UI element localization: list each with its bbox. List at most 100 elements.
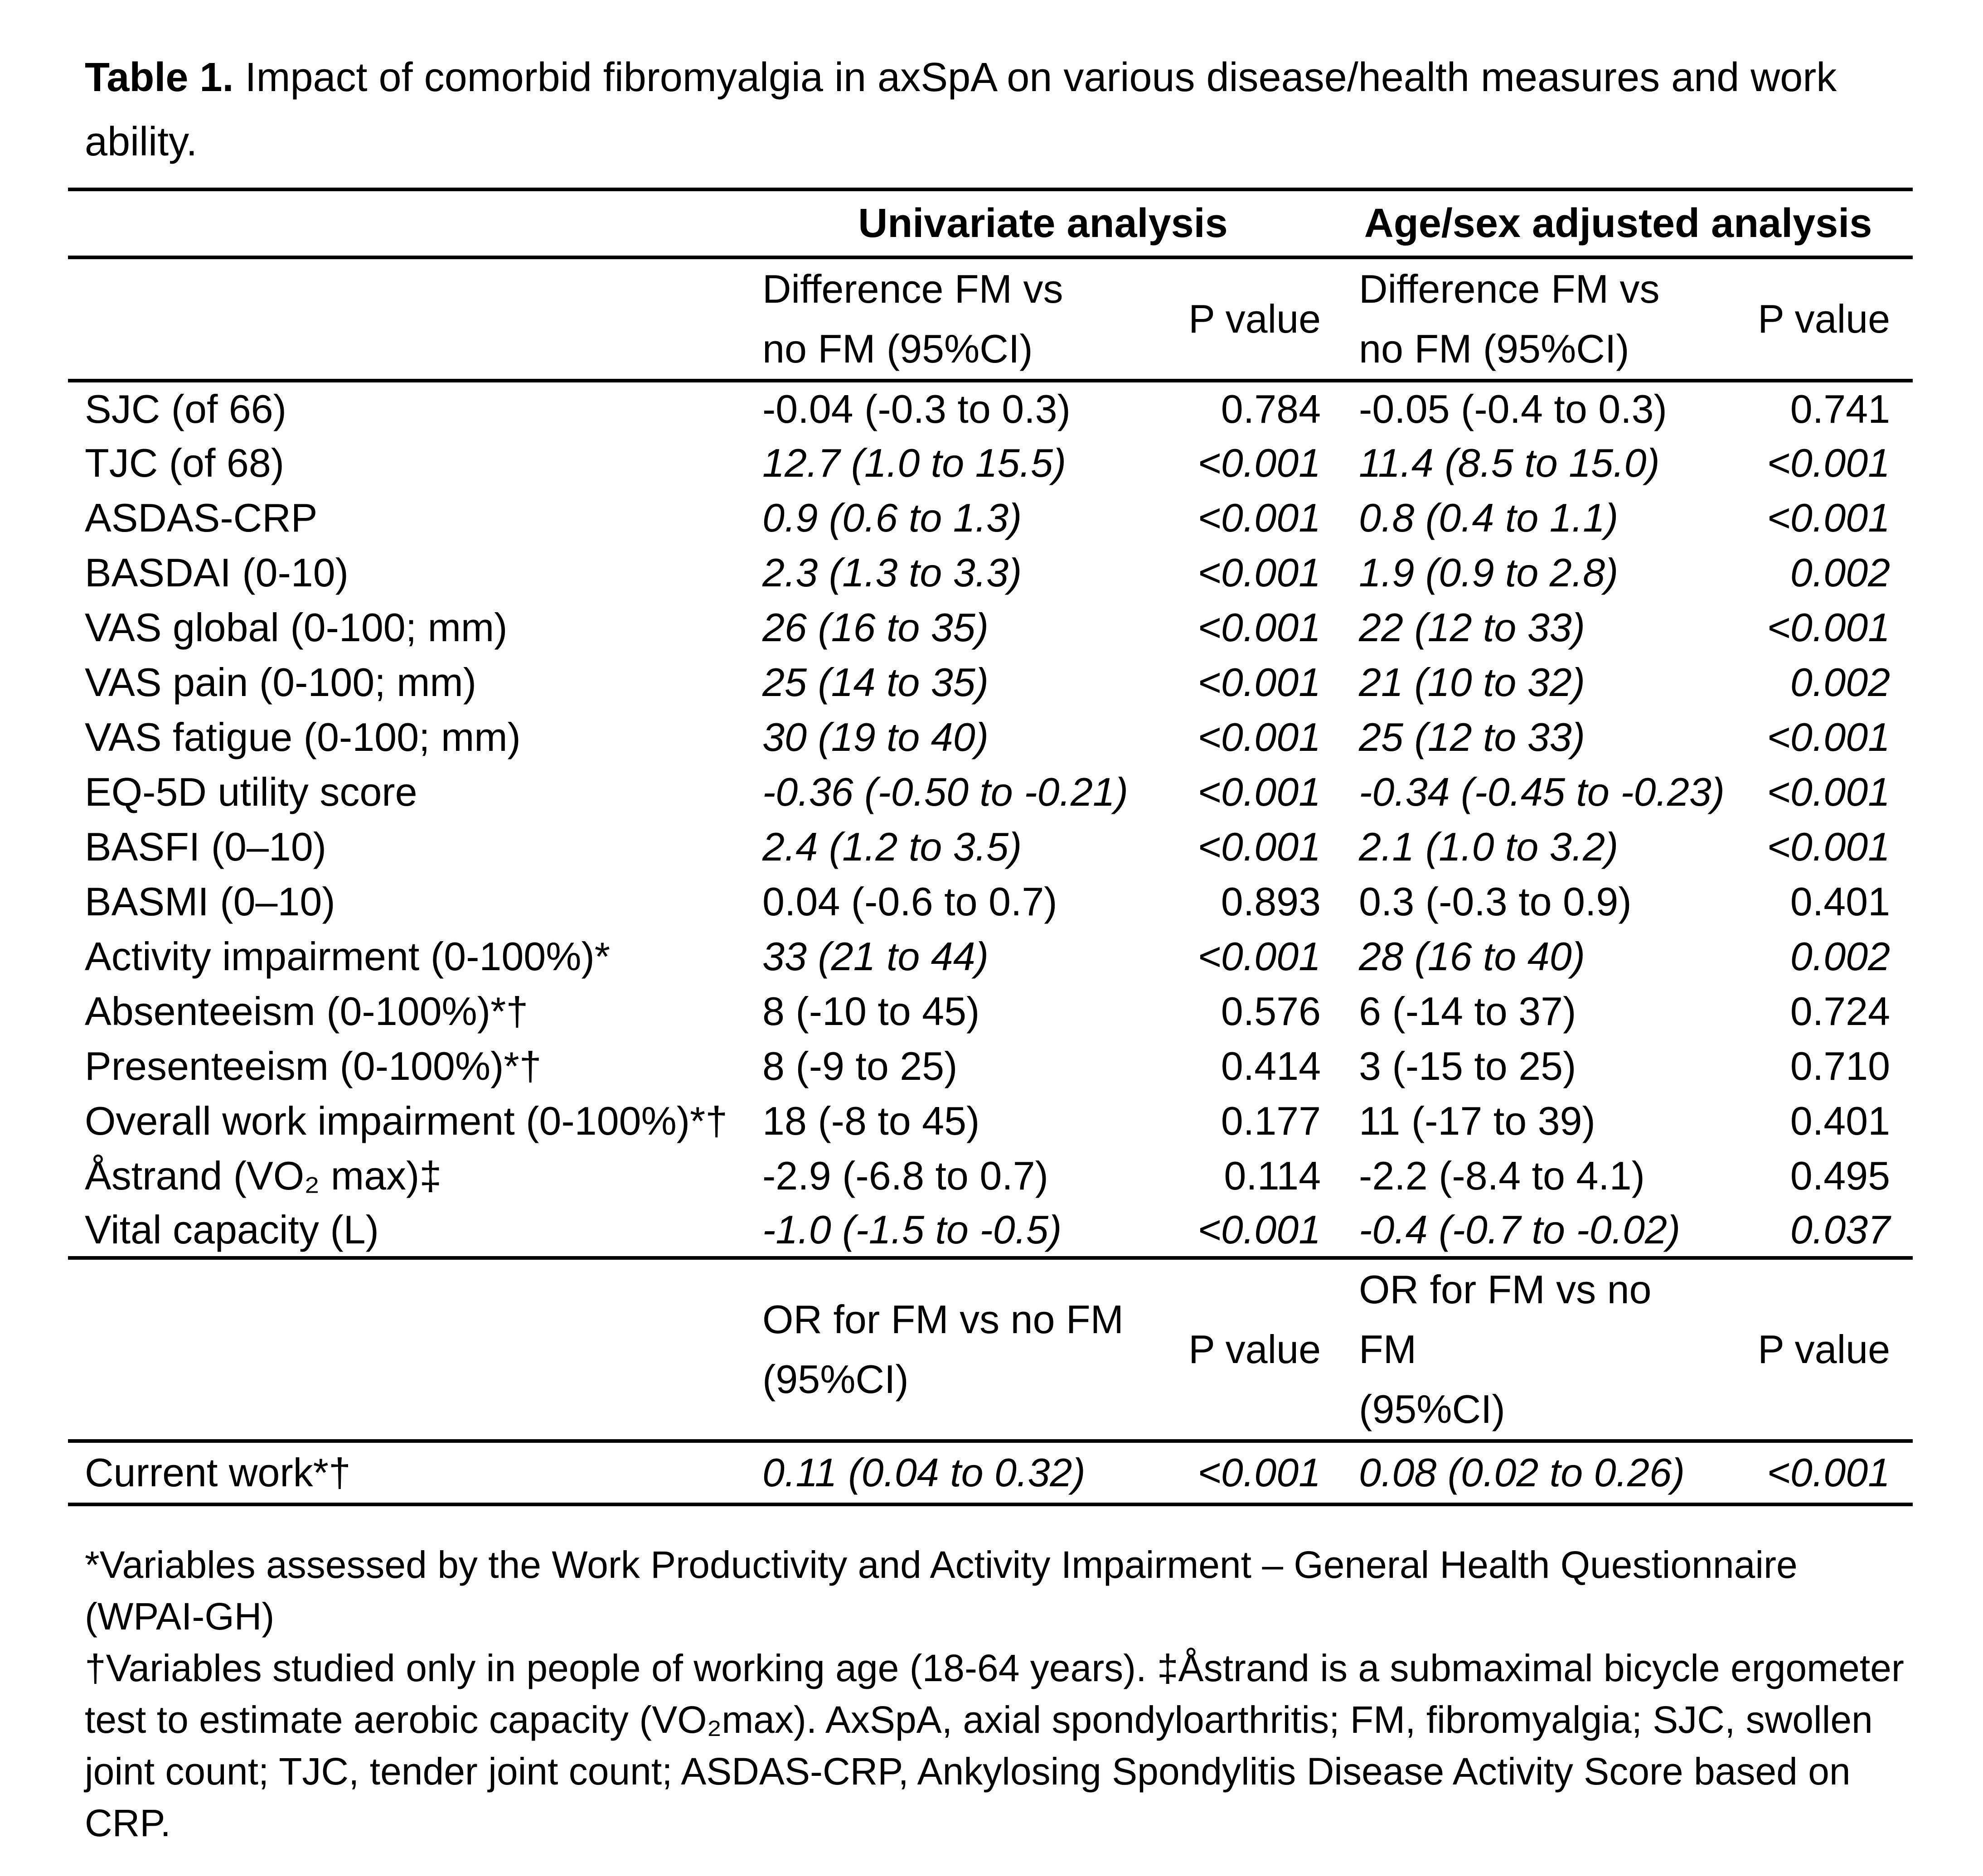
cell-diff-adjusted: 3 (-15 to 25): [1359, 1043, 1576, 1088]
cell-p-adjusted: <0.001: [1767, 1450, 1891, 1495]
table-row: VAS fatigue (0-100; mm) 30 (19 to 40) <0…: [68, 710, 1913, 764]
cell-diff-adjusted: 22 (12 to 33): [1359, 604, 1585, 650]
row-label: Presenteeism (0-100%)*†: [85, 1043, 542, 1088]
cell-p-adjusted: <0.001: [1767, 604, 1891, 650]
cell-p-adjusted: 0.002: [1790, 550, 1891, 595]
cell-diff-univariate: 33 (21 to 44): [762, 933, 989, 979]
cell-p-univariate: 0.784: [1221, 386, 1321, 431]
cell-p-univariate: 0.114: [1224, 1153, 1321, 1198]
cell-p-univariate: 0.177: [1221, 1098, 1321, 1143]
table-row: Vital capacity (L) -1.0 (-1.5 to -0.5) <…: [68, 1203, 1913, 1258]
cell-p-univariate: <0.001: [1198, 714, 1321, 759]
cell-p-adjusted: 0.401: [1790, 879, 1891, 924]
or-header-adjusted-line1: OR for FM vs no FM: [1359, 1267, 1652, 1372]
footnotes: *Variables assessed by the Work Producti…: [85, 1539, 1914, 1849]
table-row: Activity impairment (0-100%)* 33 (21 to …: [68, 929, 1913, 984]
column-header-diff-adjusted-line1: Difference FM vs: [1359, 266, 1660, 311]
footnote-paragraph-2: †Variables studied only in people of wor…: [85, 1647, 1904, 1844]
or-header-spacer: [68, 1258, 762, 1441]
cell-diff-univariate: 26 (16 to 35): [762, 604, 989, 650]
row-label: TJC (of 68): [85, 440, 285, 485]
cell-p-adjusted: <0.001: [1767, 440, 1891, 485]
cell-p-univariate: <0.001: [1198, 1450, 1321, 1495]
cell-diff-adjusted: 25 (12 to 33): [1359, 714, 1585, 759]
row-label: BASDAI (0-10): [85, 550, 349, 595]
cell-p-univariate: <0.001: [1198, 550, 1321, 595]
or-header-univariate-line1: OR for FM vs no FM: [762, 1297, 1124, 1342]
or-header-univariate-line2: (95%CI): [762, 1357, 909, 1402]
cell-p-univariate: <0.001: [1198, 604, 1321, 650]
cell-p-adjusted: <0.001: [1767, 495, 1891, 540]
cell-or-adjusted: 0.08 (0.02 to 0.26): [1359, 1450, 1685, 1495]
table-row: BASFI (0–10) 2.4 (1.2 to 3.5) <0.001 2.1…: [68, 819, 1913, 874]
cell-diff-univariate: 2.4 (1.2 to 3.5): [762, 824, 1022, 869]
row-label: VAS global (0-100; mm): [85, 604, 508, 650]
cell-diff-adjusted: 1.9 (0.9 to 2.8): [1359, 550, 1619, 595]
table-row: BASDAI (0-10) 2.3 (1.3 to 3.3) <0.001 1.…: [68, 545, 1913, 600]
cell-diff-adjusted: 0.8 (0.4 to 1.1): [1359, 495, 1619, 540]
table-row-current-work: Current work*† 0.11 (0.04 to 0.32) <0.00…: [68, 1441, 1913, 1504]
row-label: SJC (of 66): [85, 386, 287, 431]
cell-diff-univariate: 25 (14 to 35): [762, 659, 989, 705]
row-label: Overall work impairment (0-100%)*†: [85, 1098, 728, 1143]
cell-diff-adjusted: -0.4 (-0.7 to -0.02): [1359, 1207, 1681, 1252]
row-label: Åstrand (VO₂ max)‡: [85, 1153, 442, 1198]
row-label: ASDAS-CRP: [85, 495, 318, 540]
table-row: Overall work impairment (0-100%)*† 18 (-…: [68, 1093, 1913, 1148]
table-row: VAS pain (0-100; mm) 25 (14 to 35) <0.00…: [68, 655, 1913, 710]
column-header-diff-adjusted: Difference FM vs no FM (95%CI): [1324, 257, 1713, 381]
row-label: VAS fatigue (0-100; mm): [85, 714, 521, 759]
row-label: EQ-5D utility score: [85, 769, 417, 814]
table-row: SJC (of 66) -0.04 (-0.3 to 0.3) 0.784 -0…: [68, 381, 1913, 435]
group-header-spacer: [68, 189, 762, 257]
cell-p-univariate: <0.001: [1198, 933, 1321, 979]
or-header-p-adjusted: P value: [1758, 1327, 1891, 1372]
cell-p-adjusted: 0.002: [1790, 933, 1891, 979]
cell-diff-adjusted: 6 (-14 to 37): [1359, 988, 1576, 1034]
footnote-line-1: *Variables assessed by the Work Producti…: [85, 1543, 1798, 1638]
table-title-label: Table 1.: [85, 55, 234, 100]
cell-diff-univariate: 18 (-8 to 45): [762, 1098, 980, 1143]
row-label: Vital capacity (L): [85, 1207, 379, 1252]
row-label: Absenteeism (0-100%)*†: [85, 988, 528, 1034]
cell-diff-univariate: 30 (19 to 40): [762, 714, 989, 759]
cell-p-univariate: 0.893: [1221, 879, 1321, 924]
table-row: EQ-5D utility score -0.36 (-0.50 to -0.2…: [68, 764, 1913, 819]
table-row: Åstrand (VO₂ max)‡ -2.9 (-6.8 to 0.7) 0.…: [68, 1148, 1913, 1203]
cell-p-adjusted: 0.741: [1790, 386, 1891, 431]
table-row: Absenteeism (0-100%)*† 8 (-10 to 45) 0.5…: [68, 984, 1913, 1039]
row-label: BASFI (0–10): [85, 824, 327, 869]
table-row: Presenteeism (0-100%)*† 8 (-9 to 25) 0.4…: [68, 1039, 1913, 1093]
cell-diff-univariate: 8 (-10 to 45): [762, 988, 980, 1034]
cell-p-univariate: <0.001: [1198, 824, 1321, 869]
column-header-spacer: [68, 257, 762, 381]
cell-p-adjusted: 0.037: [1790, 1207, 1891, 1252]
cell-p-univariate: <0.001: [1198, 440, 1321, 485]
table-title-text: Impact of comorbid fibromyalgia in axSpA…: [85, 55, 1837, 164]
row-label: Activity impairment (0-100%)*: [85, 933, 610, 979]
column-header-diff-univariate-line2: no FM (95%CI): [762, 326, 1033, 371]
cell-diff-univariate: 2.3 (1.3 to 3.3): [762, 550, 1022, 595]
cell-diff-univariate: 12.7 (1.0 to 15.5): [762, 440, 1067, 485]
row-label: Current work*†: [85, 1450, 351, 1495]
cell-p-adjusted: <0.001: [1767, 824, 1891, 869]
row-label: BASMI (0–10): [85, 879, 335, 924]
column-header-diff-adjusted-line2: no FM (95%CI): [1359, 326, 1629, 371]
cell-p-adjusted: 0.002: [1790, 659, 1891, 705]
cell-diff-adjusted: 21 (10 to 32): [1359, 659, 1585, 705]
cell-p-adjusted: 0.401: [1790, 1098, 1891, 1143]
column-header-diff-univariate: Difference FM vs no FM (95%CI): [762, 257, 1152, 381]
cell-p-univariate: 0.576: [1221, 988, 1321, 1034]
or-header-row: OR for FM vs no FM (95%CI) P value OR fo…: [68, 1258, 1913, 1441]
cell-diff-adjusted: 28 (16 to 40): [1359, 933, 1585, 979]
cell-diff-univariate: -0.04 (-0.3 to 0.3): [762, 386, 1071, 431]
table-title: Table 1. Impact of comorbid fibromyalgia…: [85, 45, 1898, 174]
row-label: VAS pain (0-100; mm): [85, 659, 477, 705]
cell-diff-univariate: 8 (-9 to 25): [762, 1043, 958, 1088]
cell-or-univariate: 0.11 (0.04 to 0.32): [762, 1450, 1086, 1495]
cell-diff-adjusted: -0.34 (-0.45 to -0.23): [1359, 769, 1725, 814]
cell-diff-adjusted: 0.3 (-0.3 to 0.9): [1359, 879, 1632, 924]
column-header-p-univariate: P value: [1188, 296, 1321, 341]
cell-p-univariate: <0.001: [1198, 659, 1321, 705]
